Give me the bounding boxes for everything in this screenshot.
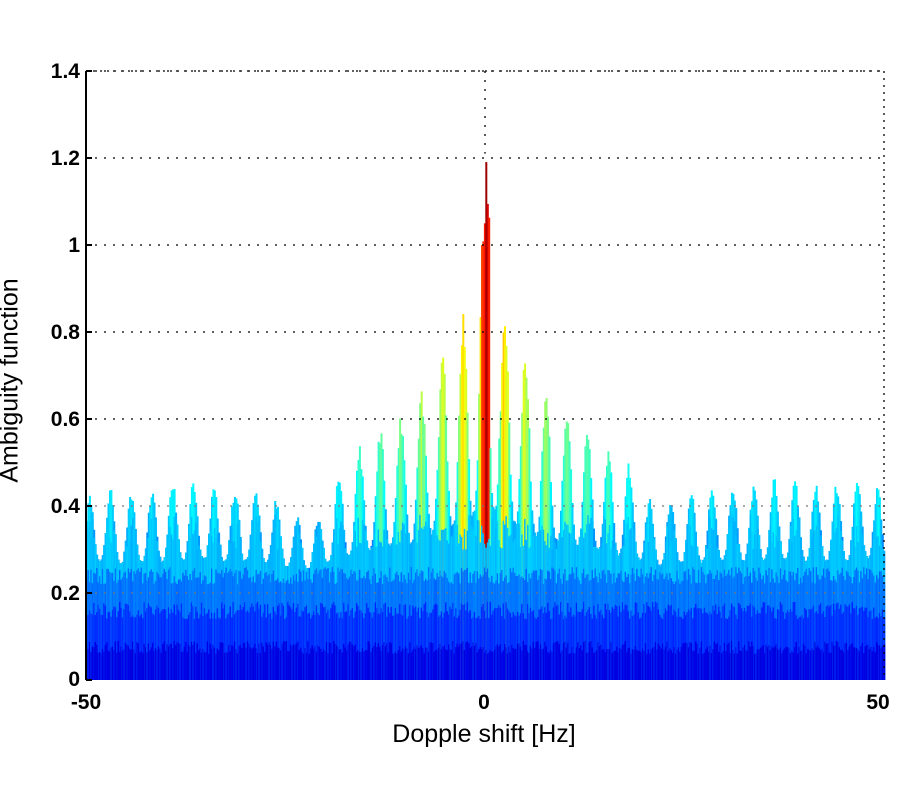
x-tick-label: 50 [866,691,890,714]
y-tick-label: 1.2 [50,147,80,170]
ambiguity-surface [86,162,886,681]
y-tick-label: 0.4 [50,495,80,518]
y-tick-label: 0.8 [50,321,80,344]
x-axis-label: Dopple shift [Hz] [392,720,576,748]
y-tick-label: 0.2 [50,582,80,605]
y-tick-label: 0 [68,668,80,691]
y-tick-label: 0.6 [50,408,80,431]
x-tick-label: 0 [478,691,490,714]
x-tick-label: -50 [70,691,102,714]
y-axis-label: Ambiguity function [0,278,24,483]
axes-box [85,70,885,681]
y-tick-label: 1.4 [50,60,80,83]
y-tick-label: 1 [68,234,80,257]
